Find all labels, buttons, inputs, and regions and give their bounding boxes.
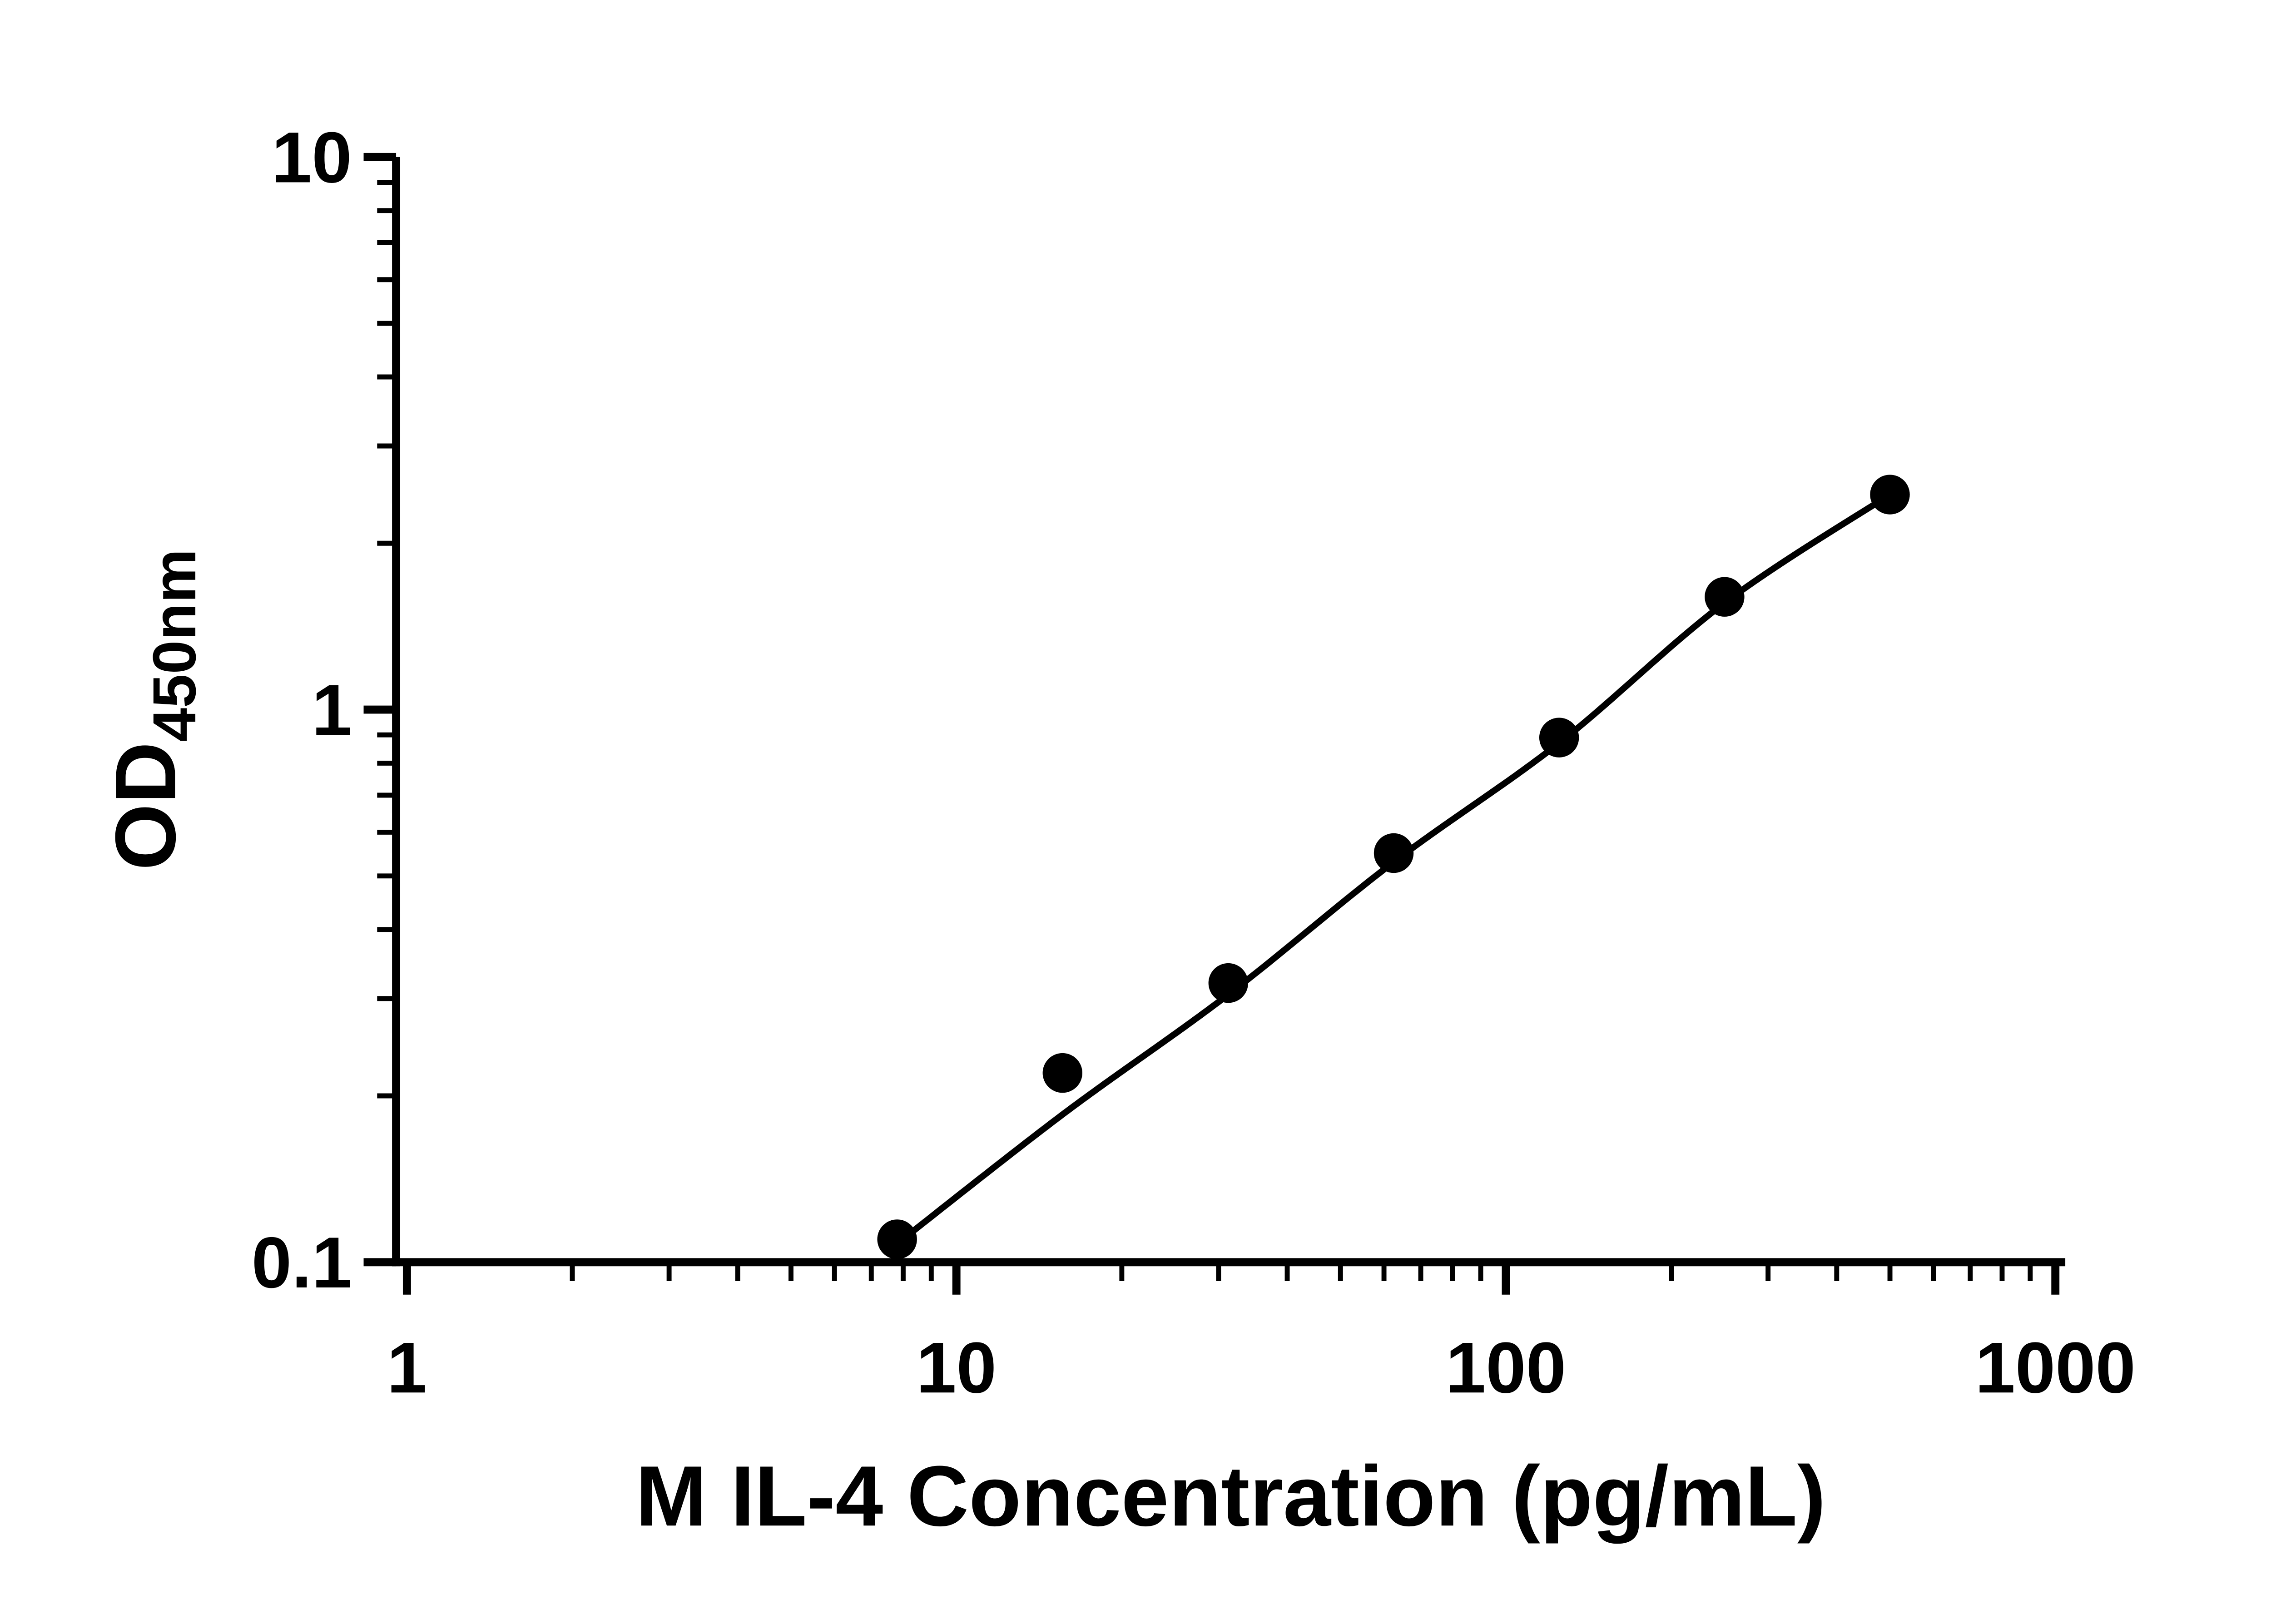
data-point: [1870, 475, 1910, 515]
x-tick-label: 100: [1446, 1327, 1566, 1408]
y-axis-title-subscript: 450nm: [141, 549, 208, 742]
data-point: [1705, 577, 1745, 617]
data-point: [1374, 833, 1414, 873]
x-axis-title: M IL-4 Concentration (pg/mL): [635, 1448, 1826, 1544]
data-point: [1208, 963, 1249, 1003]
y-axis-title-main: OD: [97, 742, 193, 870]
data-point: [877, 1219, 917, 1259]
data-point: [1042, 1053, 1082, 1093]
x-tick-label: 1000: [1975, 1327, 2136, 1408]
y-tick-label: 10: [272, 117, 352, 198]
data-point: [1539, 718, 1579, 758]
x-tick-label: 1: [387, 1327, 427, 1408]
y-axis-title: OD450nm: [97, 549, 208, 871]
y-tick-label: 1: [312, 669, 352, 750]
y-tick-label: 0.1: [252, 1222, 352, 1303]
x-tick-label: 10: [916, 1327, 997, 1408]
